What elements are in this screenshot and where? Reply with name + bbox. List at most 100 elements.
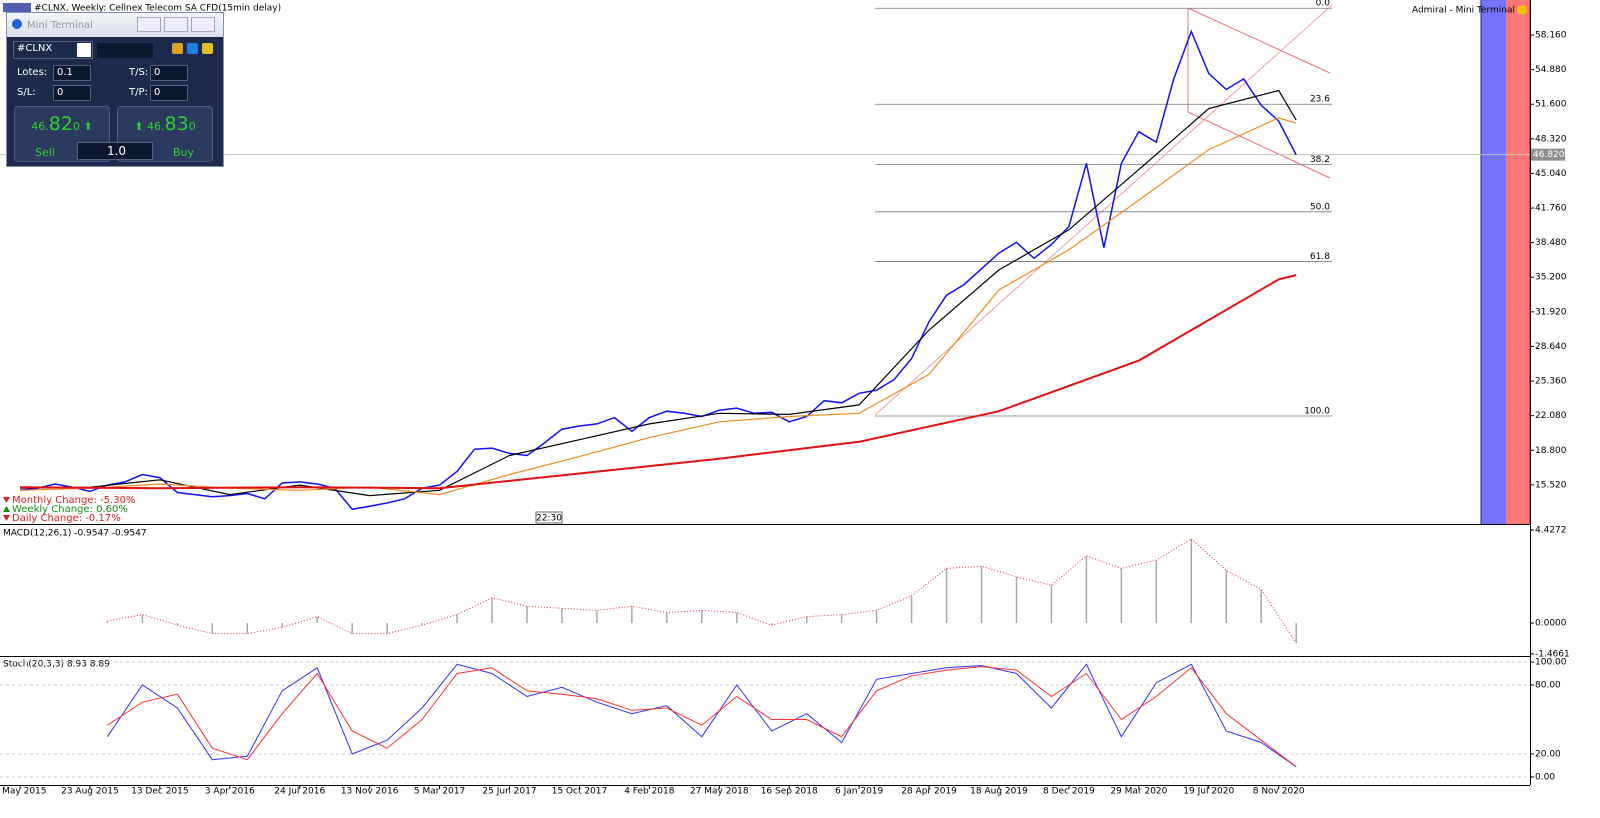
time-box [535, 511, 563, 524]
change-text: Daily Change: -0.17% [12, 513, 121, 524]
fib-label: 100.0 [1304, 406, 1330, 416]
volume-input[interactable]: 1.0 [77, 142, 153, 160]
chart-icons [3, 3, 31, 12]
y-tick-label: 4.4272 [1535, 526, 1567, 536]
y-tick-label: 45.040 [1535, 169, 1567, 179]
fib-label: 38.2 [1310, 155, 1330, 165]
symbol-select[interactable]: #CLNX [13, 41, 93, 59]
y-tick-label: 51.600 [1535, 100, 1567, 110]
change-arrow [3, 497, 10, 503]
y-tick-label: 22.080 [1535, 411, 1567, 421]
expert-icon [1517, 5, 1527, 15]
y-tick-label: -1.4661 [1535, 649, 1570, 659]
price-part: 46. [31, 120, 49, 133]
ts-label: T/S: [129, 67, 149, 78]
y-tick-label: 35.200 [1535, 273, 1567, 283]
y-tick-label: 28.640 [1535, 342, 1567, 352]
ts-input[interactable]: 0 [150, 65, 188, 81]
grid-button[interactable] [202, 43, 213, 54]
x-tick-label: 16 Sep 2018 [761, 787, 818, 797]
settings-button[interactable] [187, 43, 198, 54]
x-tick-label: 13 Nov 2016 [341, 787, 399, 797]
symbol: #CLNX [17, 43, 53, 54]
minimize-button[interactable] [137, 17, 161, 32]
x-tick-label: 23 Aug 2015 [61, 787, 119, 797]
x-tick-label: 18 Aug 2019 [970, 787, 1028, 797]
title-bar: Mini Terminal [7, 13, 223, 37]
price-part: 83 [164, 113, 189, 135]
change-arrow [3, 506, 10, 512]
volume: 1.0 [106, 144, 127, 158]
change-text: Weekly Change: 0.60% [12, 504, 128, 515]
time-label: 22:30 [536, 514, 562, 524]
lots-label: Lotes: [17, 67, 48, 78]
series-line [19, 274, 1297, 490]
y-tick-label: 41.760 [1535, 204, 1567, 214]
price-part: 0 [188, 120, 196, 133]
x-tick-label: 19 Jul 2020 [1183, 787, 1234, 797]
price-tag [1531, 148, 1565, 161]
y-tick-label: 54.880 [1535, 65, 1567, 75]
x-tick-label: 27 May 2018 [690, 787, 749, 797]
symbol-input[interactable] [97, 43, 153, 58]
dropdown-arrow[interactable] [77, 43, 91, 57]
ts: 0 [154, 67, 161, 78]
mini-terminal[interactable]: Mini Terminal #CLNX Lotes: 0.1 T/S: 0 S/… [6, 12, 224, 167]
fib-label: 23.6 [1310, 95, 1330, 105]
blue-band [1481, 0, 1506, 524]
y-tick-label: 20.00 [1535, 749, 1561, 759]
series-line [19, 89, 1297, 497]
y-tick-label: 0.00 [1535, 772, 1555, 782]
x-tick-label: 8 Dec 2019 [1043, 787, 1095, 797]
indicator-title: MACD(12,26,1) -0.9547 -0.9547 [3, 529, 147, 539]
red-band [1506, 0, 1530, 524]
x-tick-label: 28 Apr 2019 [901, 787, 957, 797]
sl: 0 [57, 87, 64, 98]
tool-button[interactable] [172, 43, 183, 54]
app-icon [12, 19, 22, 29]
x-tick-label: 8 Nov 2020 [1253, 787, 1305, 797]
y-tick-label: 25.360 [1535, 377, 1567, 387]
tp-input[interactable]: 0 [150, 85, 188, 101]
indicator-title: Stoch(20,3,3) 8.93 8.89 [3, 660, 110, 670]
x-tick-label: 29 Mar 2020 [1110, 787, 1167, 797]
sl-input[interactable]: 0 [53, 85, 91, 101]
change-arrow [3, 515, 10, 521]
y-tick-label: 38.480 [1535, 238, 1567, 248]
fib-label: 0.0 [1316, 0, 1331, 9]
tp: 0 [154, 87, 161, 98]
x-tick-label: 3 Apr 2016 [205, 787, 255, 797]
fib-label: 50.0 [1310, 202, 1330, 212]
close-button[interactable] [191, 17, 215, 32]
y-tick-label: 100.00 [1535, 658, 1567, 668]
signal-line [107, 538, 1297, 644]
lots-input[interactable]: 0.1 [53, 65, 91, 81]
sell-price: 46.820 ⬆ [31, 113, 93, 135]
x-tick-label: 25 Jun 2017 [482, 787, 536, 797]
change-text: Monthly Change: -5.30% [12, 495, 135, 506]
expert-name: Admiral - Mini Terminal [1412, 6, 1515, 16]
symbol-info: #CLNX, Weekly: Cellnex Telecom SA CFD(15… [34, 4, 281, 14]
y-tick-label: 48.320 [1535, 134, 1567, 144]
channel-line [1187, 7, 1331, 74]
sell-button[interactable]: Sell [35, 146, 55, 159]
x-tick-label: 15 Oct 2017 [552, 787, 608, 797]
window-title: Mini Terminal [27, 19, 93, 31]
x-tick-label: 5 Mar 2017 [414, 787, 465, 797]
y-tick-label: 18.800 [1535, 446, 1567, 456]
x-tick-label: 3 May 2015 [0, 787, 47, 797]
series-line [19, 29, 1297, 511]
y-tick-label: 15.520 [1535, 480, 1567, 490]
y-tick-label: 0.0000 [1535, 619, 1567, 629]
lots: 0.1 [57, 67, 73, 78]
y-tick-label: 31.920 [1535, 307, 1567, 317]
buy-button[interactable]: Buy [172, 146, 194, 159]
price-part: 0 [72, 120, 80, 133]
maximize-button[interactable] [164, 17, 188, 32]
x-tick-label: 6 Jan 2019 [835, 787, 883, 797]
trend-line [874, 4, 1333, 416]
y-tick-label: 80.00 [1535, 681, 1561, 691]
